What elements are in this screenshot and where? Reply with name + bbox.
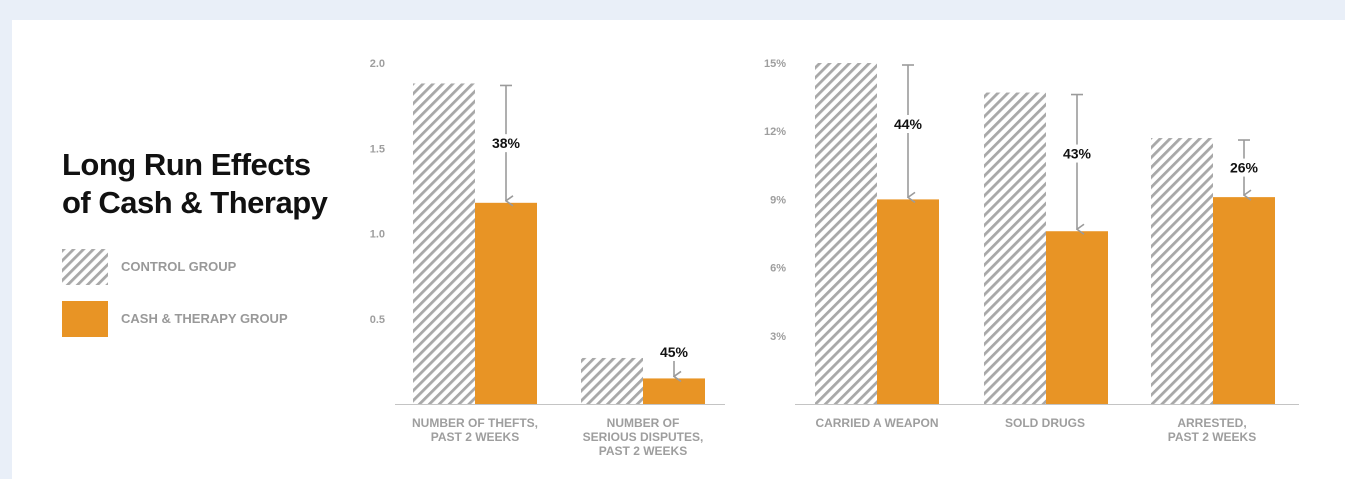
category-label: ARRESTED, [1177, 416, 1246, 430]
bar-treatment [877, 199, 939, 404]
bar-treatment [475, 202, 537, 404]
legend-label-control: CONTROL GROUP [121, 259, 237, 274]
chart-title: Long Run Effects of Cash & Therapy [62, 146, 362, 222]
category-label: NUMBER OF [607, 416, 680, 430]
annotation-backing [487, 134, 525, 153]
bar-control [984, 92, 1046, 404]
y-tick-label: 15% [764, 58, 786, 70]
y-tick-label: 2.0 [370, 58, 385, 70]
legend-label-treatment: CASH & THERAPY GROUP [121, 311, 288, 326]
category-label: PAST 2 WEEKS [431, 430, 519, 444]
reduction-label: 45% [660, 344, 689, 360]
title-line-2: of Cash & Therapy [62, 185, 328, 220]
reduction-label: 38% [492, 135, 521, 151]
y-tick-label: 12% [764, 126, 786, 138]
legend-swatch-hatched [62, 249, 108, 285]
y-tick-label: 9% [770, 194, 786, 206]
annotation-backing [1225, 158, 1263, 177]
y-tick-label: 3% [770, 331, 786, 343]
y-tick-label: 1.5 [370, 143, 385, 155]
annotation-backing [1058, 144, 1096, 163]
bar-treatment [643, 378, 705, 404]
y-tick-label: 1.0 [370, 229, 385, 241]
bar-control [413, 83, 475, 405]
category-label: SERIOUS DISPUTES, [583, 430, 704, 444]
legend-swatch-solid [62, 301, 108, 337]
bar-control [1151, 138, 1213, 404]
category-label: PAST 2 WEEKS [1168, 430, 1256, 444]
title-line-1: Long Run Effects [62, 147, 311, 182]
category-label: CARRIED A WEAPON [815, 416, 938, 430]
category-label: SOLD DRUGS [1005, 416, 1085, 430]
annotation-backing [889, 115, 927, 133]
reduction-label: 26% [1230, 160, 1259, 176]
category-label: PAST 2 WEEKS [599, 444, 687, 458]
y-tick-label: 6% [770, 263, 786, 275]
bar-control [815, 63, 877, 404]
annotation-backing [655, 342, 693, 361]
bar-treatment [1046, 231, 1108, 404]
category-label: NUMBER OF THEFTS, [412, 416, 538, 430]
bar-control [581, 357, 643, 404]
reduction-label: 43% [1063, 146, 1092, 162]
reduction-label: 44% [894, 116, 923, 132]
y-tick-label: 0.5 [370, 314, 385, 326]
bar-treatment [1213, 197, 1275, 404]
